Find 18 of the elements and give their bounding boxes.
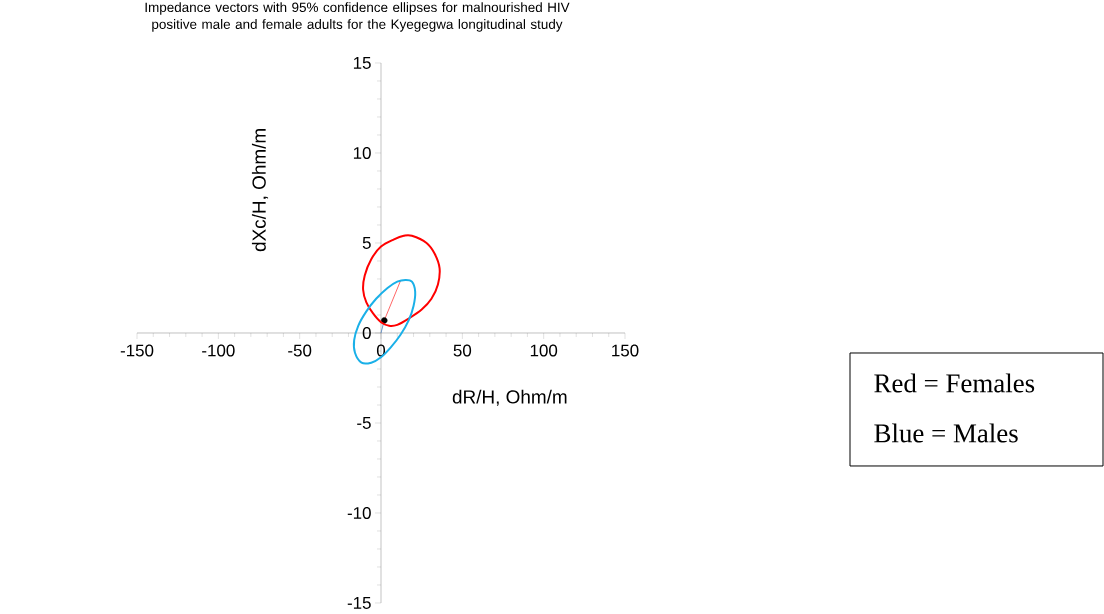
chart-title: Impedance vectors with 95% confidence ellipses for malnourished HIV positive male and female adults for the Kyegegwa longitudinal study (145, 2, 570, 32)
y-tick-label: 10 (353, 146, 371, 159)
x-tick-label: -50 (288, 344, 312, 357)
x-tick-label: -150 (120, 344, 154, 357)
y-tick-label: -5 (357, 417, 371, 429)
y-tick-label: 0 (362, 326, 371, 339)
y-tick-label: -10 (347, 506, 371, 519)
x-tick-label: -100 (202, 344, 235, 357)
x-tick-label: 50 (453, 344, 472, 357)
y-tick-label: 15 (353, 57, 371, 69)
y-axis-title: dXc/H, Ohm/m (251, 129, 269, 252)
y-tick-label: -15 (347, 597, 371, 609)
text: Blue = Males (874, 423, 1018, 443)
y-tick-label: 5 (362, 237, 371, 249)
text: Red = Females (874, 373, 1035, 393)
x-tick-label: 150 (612, 344, 639, 357)
x-axis-title: dR/H, Ohm/m (452, 389, 567, 406)
x-tick-label: 100 (530, 344, 558, 357)
